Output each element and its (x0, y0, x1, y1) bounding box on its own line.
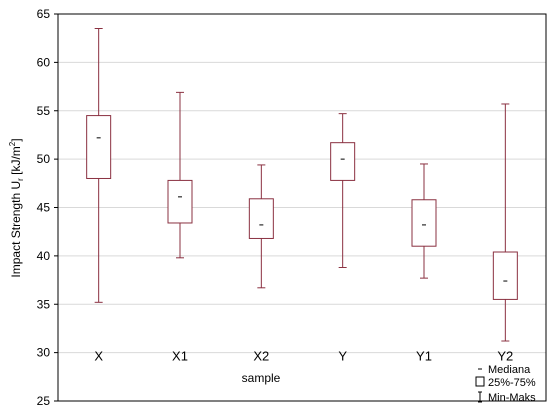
x-category-label: X (94, 348, 103, 363)
iqr-box (248, 198, 274, 239)
box-group (330, 113, 356, 268)
box-group (86, 28, 112, 303)
box-group (167, 91, 193, 259)
x-axis-label: sample (242, 371, 281, 385)
y-axis-ticks: 25 30 35 40 45 50 55 60 65 (37, 7, 58, 408)
x-category-label: X1 (172, 348, 188, 363)
box-group (492, 103, 518, 342)
y-tick-label: 45 (37, 201, 51, 215)
y-tick-label: 60 (37, 55, 51, 69)
y-tick-label: 55 (37, 104, 51, 118)
box-marker-icon (475, 376, 485, 387)
legend-median-label: Mediana (488, 364, 531, 376)
legend-whisker-label: Min-Maks (488, 392, 536, 404)
y-tick-label: 30 (37, 346, 51, 360)
legend-median-item: Mediana (478, 364, 531, 376)
y-tick-label: 50 (37, 152, 51, 166)
box-group (411, 163, 437, 279)
x-axis-categories: X X1 X2 Y Y1 Y2 (94, 348, 513, 363)
iqr-box (492, 251, 518, 300)
legend-box-label: 25%-75% (488, 377, 536, 389)
box-series (86, 28, 518, 342)
x-category-label: X2 (253, 348, 269, 363)
grid-lines (58, 61, 546, 354)
y-tick-label: 25 (37, 394, 51, 408)
iqr-box (330, 142, 356, 181)
x-category-label: Y (338, 348, 347, 363)
y-tick-label: 35 (37, 297, 51, 311)
y-axis-label: Impact Strength Ur [kJ/m2] (8, 138, 25, 277)
x-category-label: Y1 (416, 348, 432, 363)
iqr-box (86, 115, 112, 179)
legend: Mediana 25%-75% Min-Maks (475, 364, 536, 404)
iqr-box (167, 179, 193, 224)
y-tick-label: 40 (37, 249, 51, 263)
box-group (248, 164, 274, 289)
legend-box-item: 25%-75% (475, 376, 536, 389)
y-tick-label: 65 (37, 7, 51, 21)
x-category-label: Y2 (497, 348, 513, 363)
iqr-box (411, 199, 437, 247)
legend-whisker-item: Min-Maks (478, 391, 536, 404)
